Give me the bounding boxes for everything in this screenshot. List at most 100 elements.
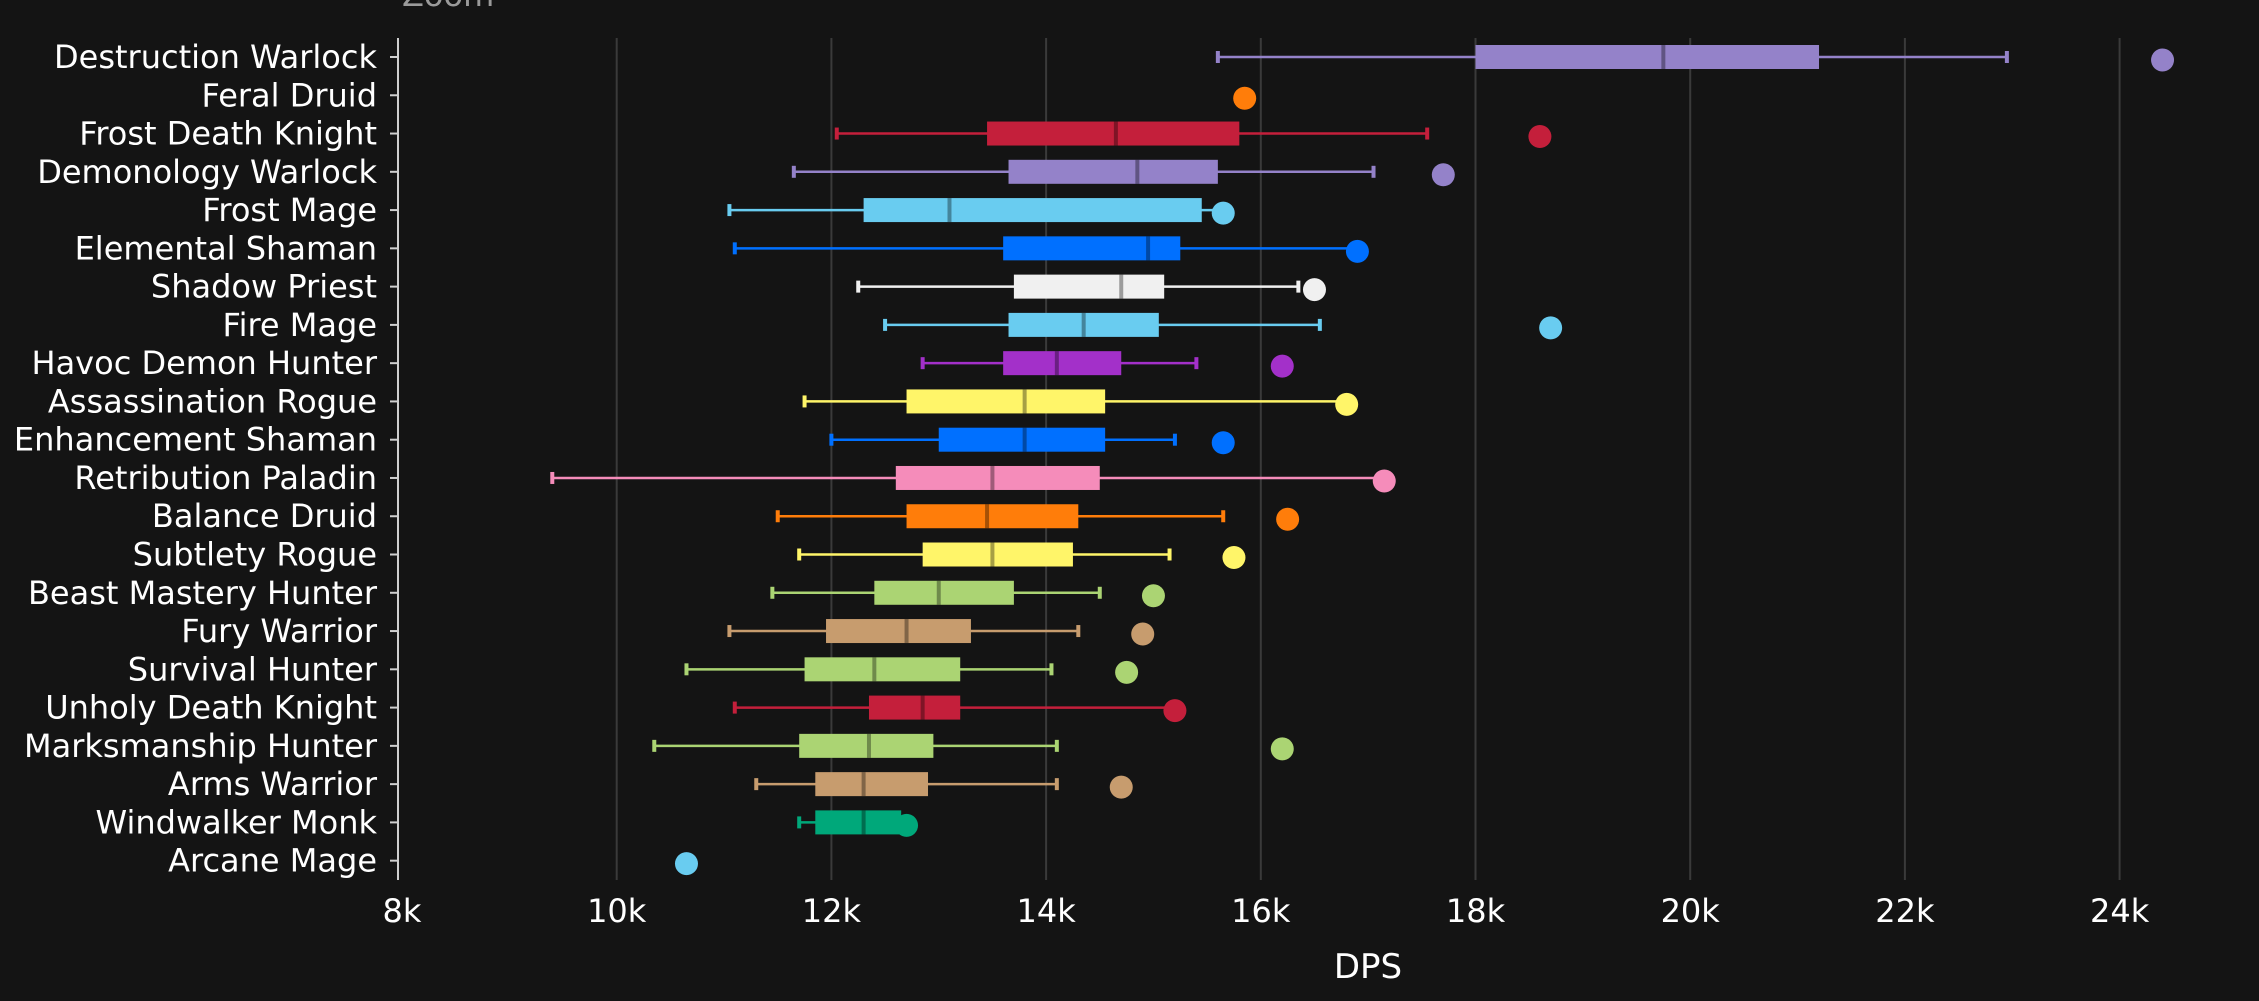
max-point[interactable]: [1372, 469, 1396, 493]
max-point[interactable]: [1302, 278, 1326, 302]
category-label: Elemental Shaman: [75, 229, 377, 267]
series-row: Demonology Warlock: [37, 153, 1455, 191]
x-tick-label: 24k: [2090, 892, 2150, 930]
series-row: Feral Druid: [202, 76, 1257, 114]
category-label: Arcane Mage: [168, 842, 377, 880]
category-label: Windwalker Monk: [96, 803, 378, 841]
max-point[interactable]: [1211, 201, 1235, 225]
max-point[interactable]: [1431, 163, 1455, 187]
max-point[interactable]: [1115, 660, 1139, 684]
series-row: Enhancement Shaman: [14, 421, 1235, 459]
category-label: Retribution Paladin: [74, 459, 377, 497]
iqr-box[interactable]: [863, 198, 1202, 223]
category-label: Frost Mage: [202, 191, 377, 229]
iqr-box[interactable]: [895, 465, 1100, 490]
iqr-box[interactable]: [906, 389, 1106, 414]
max-point[interactable]: [895, 813, 919, 837]
iqr-box[interactable]: [804, 657, 961, 682]
series-row: Fury Warrior: [181, 612, 1155, 650]
iqr-box[interactable]: [1013, 274, 1165, 299]
series-row: Beast Mastery Hunter: [28, 574, 1165, 612]
axis-layer: 8k 10k 12k 14k 16k 18k 20k 22k 24k: [383, 38, 2150, 930]
series-row: Marksmanship Hunter: [24, 727, 1294, 765]
max-point[interactable]: [1163, 699, 1187, 723]
series-row: Arcane Mage: [168, 842, 698, 880]
max-point[interactable]: [1270, 737, 1294, 761]
category-label: Assassination Rogue: [48, 382, 377, 420]
iqr-box[interactable]: [1475, 45, 1820, 69]
x-tick-label: 10k: [587, 892, 647, 930]
iqr-box[interactable]: [1008, 159, 1218, 184]
category-label: Fire Mage: [223, 306, 378, 344]
max-point[interactable]: [1222, 546, 1246, 570]
x-tick-label: 14k: [1016, 892, 1076, 930]
x-tick-label: 16k: [1231, 892, 1291, 930]
max-point[interactable]: [1539, 316, 1563, 340]
max-point[interactable]: [1211, 431, 1235, 455]
iqr-box[interactable]: [815, 810, 902, 835]
category-label: Subtlety Rogue: [133, 536, 377, 574]
max-point[interactable]: [2151, 48, 2175, 72]
category-label: Feral Druid: [202, 76, 377, 114]
max-point[interactable]: [1131, 622, 1155, 646]
series-row: Balance Druid: [152, 497, 1300, 535]
series-row: Retribution Paladin: [74, 459, 1396, 497]
category-label: Havoc Demon Hunter: [32, 344, 378, 382]
series-row: Unholy Death Knight: [45, 689, 1187, 727]
series-row: Survival Hunter: [128, 650, 1139, 688]
series-row: Subtlety Rogue: [133, 536, 1246, 574]
x-tick-label: 8k: [383, 892, 422, 930]
x-tick-label: 22k: [1875, 892, 1935, 930]
series-row: Assassination Rogue: [48, 382, 1359, 420]
iqr-box[interactable]: [987, 121, 1240, 146]
max-point[interactable]: [1270, 354, 1294, 378]
iqr-box[interactable]: [1003, 351, 1122, 376]
max-point[interactable]: [1335, 392, 1359, 416]
series-row: Fire Mage: [223, 306, 1563, 344]
category-label: Destruction Warlock: [54, 38, 377, 76]
iqr-box[interactable]: [906, 504, 1079, 529]
iqr-box[interactable]: [1008, 312, 1159, 337]
x-tick-label: 20k: [1661, 892, 1721, 930]
series-row: Frost Death Knight: [79, 115, 1552, 153]
x-tick-label: 18k: [1446, 892, 1506, 930]
category-label: Shadow Priest: [151, 268, 377, 306]
category-label: Fury Warrior: [181, 612, 378, 650]
x-axis-title: DPS: [1334, 947, 1402, 987]
zoom-label[interactable]: Zoom: [402, 0, 494, 14]
max-point[interactable]: [674, 852, 698, 876]
iqr-box[interactable]: [799, 733, 934, 758]
iqr-box[interactable]: [922, 542, 1073, 567]
series-row: Destruction Warlock: [54, 38, 2175, 76]
series-row: Elemental Shaman: [75, 229, 1369, 267]
series-row: Windwalker Monk: [96, 803, 919, 841]
iqr-box[interactable]: [826, 619, 971, 644]
series-row: Arms Warrior: [168, 765, 1133, 803]
category-label: Demonology Warlock: [37, 153, 377, 191]
category-label: Enhancement Shaman: [14, 421, 377, 459]
category-label: Unholy Death Knight: [45, 689, 377, 727]
category-label: Marksmanship Hunter: [24, 727, 378, 765]
iqr-box[interactable]: [1003, 236, 1181, 261]
series-row: Shadow Priest: [151, 268, 1326, 306]
category-label: Frost Death Knight: [79, 115, 377, 153]
category-label: Balance Druid: [152, 497, 377, 535]
max-point[interactable]: [1109, 775, 1133, 799]
max-point[interactable]: [1276, 507, 1300, 531]
max-point[interactable]: [1528, 125, 1552, 149]
series-row: Frost Mage: [202, 191, 1235, 229]
max-point[interactable]: [1345, 239, 1369, 263]
iqr-box[interactable]: [868, 695, 961, 720]
max-point[interactable]: [1141, 584, 1165, 608]
iqr-box[interactable]: [938, 427, 1106, 452]
series-row: Havoc Demon Hunter: [32, 344, 1294, 382]
max-point[interactable]: [1233, 86, 1257, 110]
iqr-box[interactable]: [815, 772, 929, 797]
x-tick-label: 12k: [802, 892, 862, 930]
category-label: Arms Warrior: [168, 765, 378, 803]
iqr-box[interactable]: [874, 580, 1014, 605]
category-label: Survival Hunter: [128, 650, 378, 688]
